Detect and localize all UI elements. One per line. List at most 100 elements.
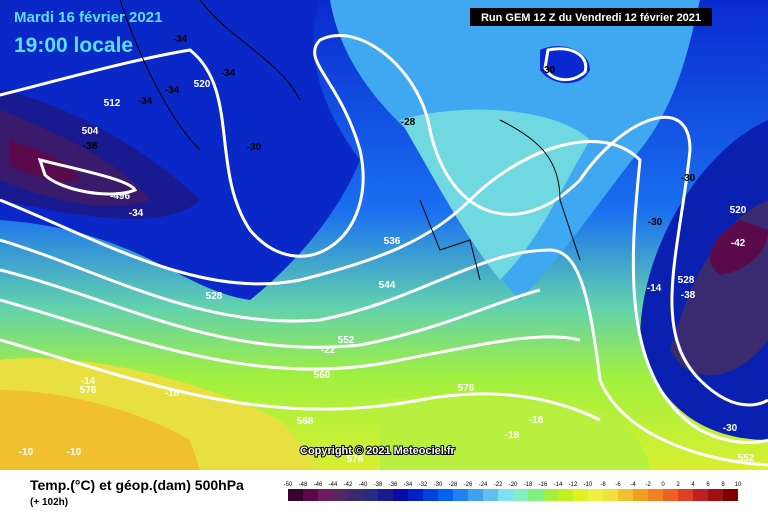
contour-label: -30 bbox=[247, 142, 262, 153]
legend-swatch bbox=[483, 489, 498, 501]
legend-swatch bbox=[423, 489, 438, 501]
contour-label: -34 bbox=[165, 85, 180, 96]
legend-label: -50 bbox=[284, 482, 293, 488]
contour-label: -38 bbox=[681, 290, 696, 301]
legend-label: 0 bbox=[661, 482, 665, 488]
legend-label: -18 bbox=[524, 482, 533, 488]
contour-label: -18 bbox=[529, 415, 544, 426]
legend-swatch bbox=[378, 489, 393, 501]
contour-label: -30 bbox=[723, 423, 738, 434]
contour-label: -34 bbox=[138, 96, 153, 107]
contour-label: -14 bbox=[81, 376, 96, 387]
contour-label: 576 bbox=[458, 383, 475, 394]
legend-swatch bbox=[708, 489, 723, 501]
map-labels: -34 -34 520 -34 -34 512 504 -38 -30 -28 -30 -30 520 -… bbox=[19, 34, 755, 465]
contour-label: -28 bbox=[401, 117, 416, 128]
legend-swatch bbox=[468, 489, 483, 501]
footer-title: Temp.(°C) et géop.(dam) 500hPa bbox=[30, 477, 244, 493]
contour-label: -38 bbox=[83, 141, 98, 152]
legend-swatch bbox=[318, 489, 333, 501]
legend-label: -28 bbox=[449, 482, 458, 488]
legend-swatch bbox=[333, 489, 348, 501]
contour-label: -30 bbox=[681, 173, 696, 184]
contour-label: 512 bbox=[104, 98, 121, 109]
coastlines bbox=[119, 0, 581, 281]
legend-label: -26 bbox=[464, 482, 473, 488]
legend-label: -42 bbox=[344, 482, 353, 488]
legend-label: -2 bbox=[645, 482, 651, 488]
legend-label: -36 bbox=[389, 482, 398, 488]
legend-swatch bbox=[453, 489, 468, 501]
legend-swatch bbox=[408, 489, 423, 501]
legend-label: -32 bbox=[419, 482, 428, 488]
contour-label: 504 bbox=[82, 126, 99, 137]
run-box bbox=[470, 8, 712, 26]
legend-swatch bbox=[693, 489, 708, 501]
legend: -50 -48 -46 -44 -42 -40 -38 -36 -34 -32 -30 -28 -26-… bbox=[284, 482, 742, 501]
legend-swatch bbox=[678, 489, 693, 501]
legend-label: 6 bbox=[706, 482, 710, 488]
contour-label: -30 bbox=[541, 65, 556, 76]
legend-label: -22 bbox=[494, 482, 503, 488]
legend-swatch bbox=[438, 489, 453, 501]
contour-label: -34 bbox=[129, 208, 144, 219]
contour-label: -10 bbox=[67, 447, 82, 458]
legend-label: -6 bbox=[615, 482, 621, 488]
temperature-field bbox=[0, 0, 768, 470]
legend-swatch bbox=[588, 489, 603, 501]
legend-label: -14 bbox=[554, 482, 563, 488]
legend-label: -46 bbox=[314, 482, 323, 488]
legend-label: -44 bbox=[329, 482, 338, 488]
legend-label: -24 bbox=[479, 482, 488, 488]
geopotential-contours bbox=[0, 34, 768, 467]
contour-label: 528 bbox=[206, 291, 223, 302]
contour-label: 560 bbox=[314, 370, 331, 381]
contour-label: 520 bbox=[194, 79, 211, 90]
legend-swatch bbox=[573, 489, 588, 501]
legend-swatch bbox=[528, 489, 543, 501]
legend-swatch bbox=[543, 489, 558, 501]
legend-label: -16 bbox=[539, 482, 548, 488]
legend-swatch bbox=[618, 489, 633, 501]
run: Run GEM 12 Z du Vendredi 12 février 2021 bbox=[481, 12, 701, 24]
legend-swatch bbox=[498, 489, 513, 501]
legend-swatch bbox=[393, 489, 408, 501]
legend-swatch bbox=[288, 489, 303, 501]
legend-label: -48 bbox=[299, 482, 308, 488]
contour-label: -496 bbox=[110, 191, 130, 202]
contour-label: -34 bbox=[221, 68, 236, 79]
legend-label: -34 bbox=[404, 482, 413, 488]
contour-label: -10 bbox=[19, 447, 34, 458]
contour-label: -22 bbox=[321, 345, 336, 356]
footer-lead: (+ 102h) bbox=[30, 497, 68, 508]
legend-swatch bbox=[663, 489, 678, 501]
contour-label: 576 bbox=[80, 385, 97, 396]
contour-label: -18 bbox=[505, 430, 520, 441]
contour-label: 544 bbox=[379, 280, 396, 291]
contour-label: 520 bbox=[730, 205, 747, 216]
time: 19:00 locale bbox=[14, 34, 133, 57]
legend-label: 2 bbox=[676, 482, 680, 488]
copyright: Copyright © 2021 Meteociel.fr bbox=[300, 445, 456, 457]
legend-label: -4 bbox=[630, 482, 636, 488]
legend-swatch bbox=[363, 489, 378, 501]
legend-swatch bbox=[513, 489, 528, 501]
contour-label: 568 bbox=[297, 416, 314, 427]
contour-label: -42 bbox=[731, 238, 746, 249]
legend-label: -12 bbox=[569, 482, 578, 488]
legend-swatch bbox=[648, 489, 663, 501]
legend-swatch bbox=[303, 489, 318, 501]
legend-label: -38 bbox=[374, 482, 383, 488]
legend-label: 8 bbox=[721, 482, 725, 488]
contour-label: 528 bbox=[678, 275, 695, 286]
contour-label: 552 bbox=[738, 453, 755, 464]
legend-label: -30 bbox=[434, 482, 443, 488]
contour-label: -30 bbox=[648, 217, 663, 228]
legend-label: -20 bbox=[509, 482, 518, 488]
legend-label: -40 bbox=[359, 482, 368, 488]
legend-label: 4 bbox=[691, 482, 695, 488]
legend-swatch bbox=[603, 489, 618, 501]
legend-label: 10 bbox=[735, 482, 742, 488]
